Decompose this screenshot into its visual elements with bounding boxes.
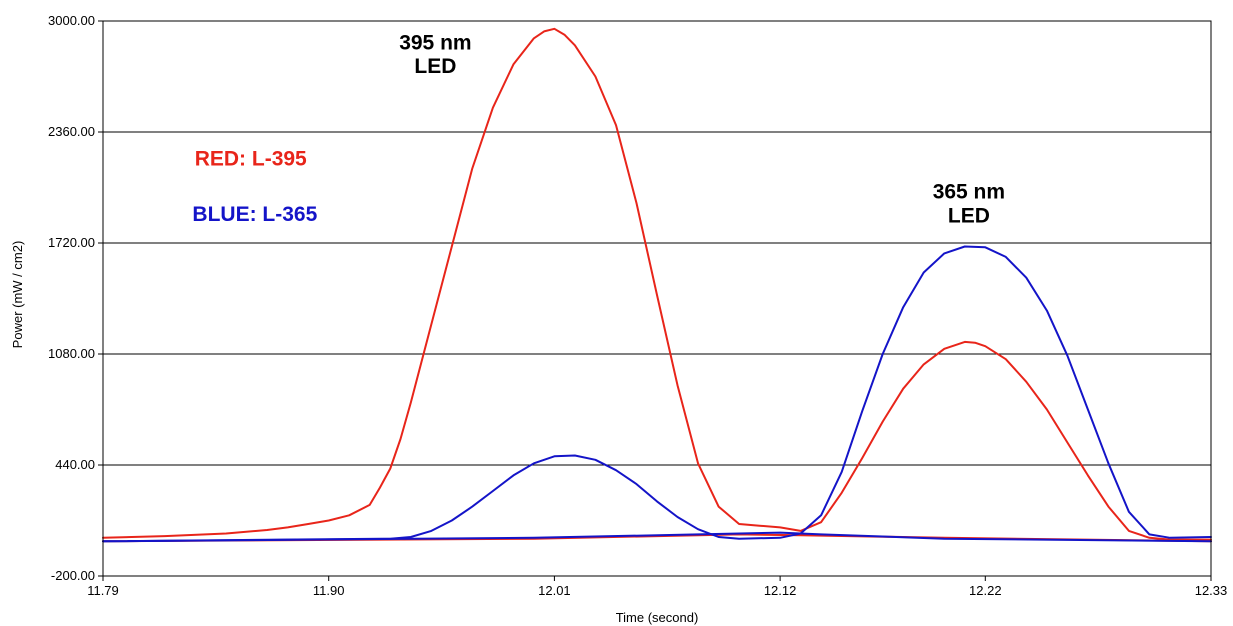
series-line-1 xyxy=(102,27,1212,541)
y-tick-label: 440.00 xyxy=(55,457,95,472)
plot-frame xyxy=(102,20,1212,577)
x-tick-label: 12.01 xyxy=(538,583,571,598)
y-tick-label: 3000.00 xyxy=(48,13,95,28)
series-lines xyxy=(102,27,1212,543)
x-tick-label: 11.79 xyxy=(87,583,119,598)
gridlines xyxy=(103,131,1211,466)
x-tick-label: 12.12 xyxy=(764,583,797,598)
annotation-label: 365 nm xyxy=(933,180,1005,203)
series-line-3 xyxy=(102,245,1212,543)
tick-labels: -200.00 440.00 1080.00 1720.00 2360.00 3000.0… xyxy=(48,13,1227,598)
y-axis-label: Power (mW / cm2) xyxy=(10,241,25,349)
x-tick-label: 11.90 xyxy=(313,583,345,598)
y-tick-label: -200.00 xyxy=(51,568,95,583)
y-tick-label: 1720.00 xyxy=(48,235,95,250)
x-tick-label: 12.22 xyxy=(969,583,1002,598)
y-tick-label: 1080.00 xyxy=(48,346,95,361)
annotation-label: 395 nm xyxy=(399,31,471,54)
y-tick-label: 2360.00 xyxy=(48,124,95,139)
annotation-label: BLUE: L-365 xyxy=(192,203,317,226)
x-tick-label: 12.33 xyxy=(1195,583,1228,598)
annotation-label: LED xyxy=(414,55,456,78)
series-line-4 xyxy=(102,531,1212,543)
x-axis-label: Time (second) xyxy=(616,610,699,625)
annotation-label: RED: L-395 xyxy=(195,147,307,170)
annotation-label: LED xyxy=(948,205,990,228)
